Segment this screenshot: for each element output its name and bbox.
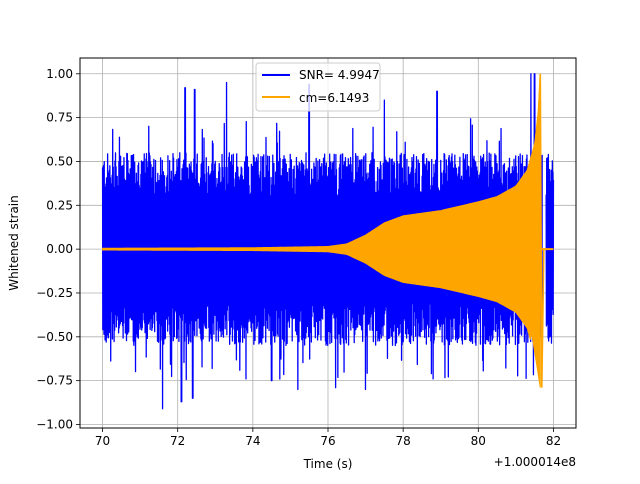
y-tick-label: 0.25 [46, 198, 73, 212]
plot-data [101, 73, 555, 410]
x-tick-label: 76 [320, 434, 335, 448]
x-tick-label: 70 [95, 434, 110, 448]
legend: SNR= 4.9947 cm=6.1493 [255, 62, 381, 112]
x-tick-label: 74 [245, 434, 260, 448]
x-tick-label: 80 [471, 434, 486, 448]
y-tick-label: −0.50 [36, 330, 73, 344]
series-cm-group [102, 73, 554, 388]
x-tick-label: 82 [546, 434, 561, 448]
y-tick-label: 0.00 [46, 242, 73, 256]
series-snr-group [101, 73, 555, 410]
y-tick-label: 0.75 [46, 111, 73, 125]
series-line-snr [101, 73, 555, 410]
y-axis: −1.00 −0.75 −0.50 −0.25 0.00 0.25 0.50 0.75 1.00 [36, 67, 80, 431]
y-tick-label: −0.75 [36, 374, 73, 388]
y-tick-label: −0.25 [36, 286, 73, 300]
y-tick-label: −1.00 [36, 417, 73, 431]
legend-label-cm: cm=6.1493 [299, 91, 369, 105]
legend-label-snr: SNR= 4.9947 [299, 68, 380, 82]
y-tick-label: 0.50 [46, 154, 73, 168]
series-band-cm [102, 73, 541, 388]
y-axis-label: Whitened strain [7, 195, 21, 291]
x-tick-label: 72 [170, 434, 185, 448]
y-tick-label: 1.00 [46, 67, 73, 81]
x-axis-offset-label: +1.000014e8 [494, 455, 576, 469]
x-tick-label: 78 [396, 434, 411, 448]
x-axis: 70 72 74 76 78 80 82 [95, 428, 561, 448]
series-peak-cm [536, 73, 545, 388]
x-axis-label: Time (s) [303, 457, 353, 471]
